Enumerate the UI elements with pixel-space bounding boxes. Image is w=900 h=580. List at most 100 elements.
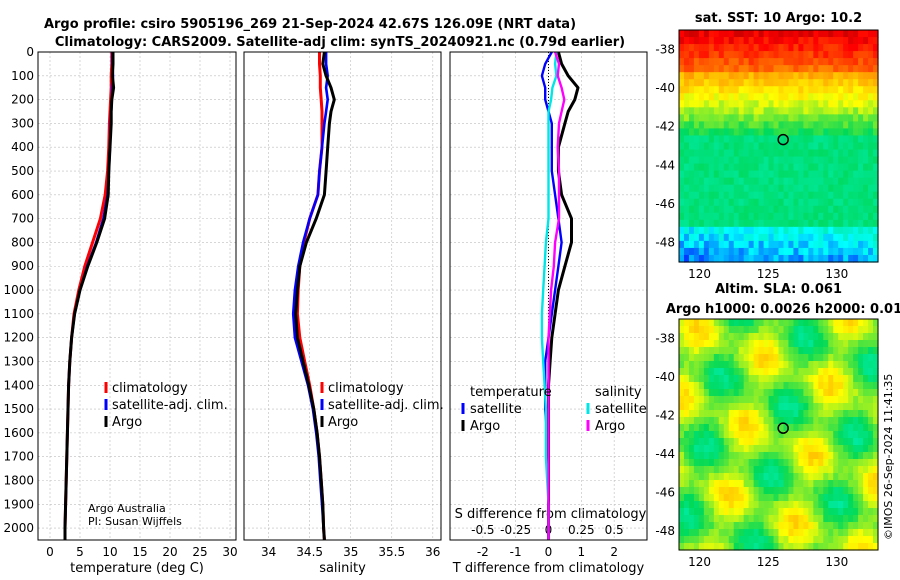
map-cell [793, 198, 799, 207]
map-cell [718, 205, 725, 214]
map-cell [803, 65, 809, 73]
map-cell [828, 431, 834, 439]
map-cell [718, 149, 725, 158]
map-cell [693, 515, 700, 523]
map-cell [858, 114, 864, 122]
map-cell [858, 233, 864, 242]
map-cell [753, 226, 760, 235]
imos-watermark: ©IMOS 26-Sep-2024 11:41:35 [882, 374, 895, 540]
map-cell [713, 114, 720, 122]
map-cell [708, 361, 715, 369]
map-cell [748, 135, 755, 144]
map-cell [803, 247, 809, 256]
map-cell [853, 389, 859, 397]
map-cell [828, 254, 834, 263]
map-cell [738, 107, 745, 115]
map-cell [758, 389, 765, 397]
map-cell [688, 93, 695, 101]
map-cell [818, 347, 824, 355]
map-cell [698, 368, 705, 376]
map-cell [743, 114, 750, 122]
map-cell [808, 156, 814, 165]
map-cell [788, 466, 795, 474]
map-cell [683, 51, 690, 59]
map-cell [693, 354, 700, 362]
map-cell [843, 522, 849, 530]
map-cell [743, 389, 750, 397]
map-cell [698, 508, 705, 516]
map-cell [713, 417, 720, 425]
map-cell [788, 410, 795, 418]
map-cell [743, 156, 750, 165]
map-cell [763, 480, 770, 488]
map-cell [763, 473, 770, 481]
map-cell [683, 466, 690, 474]
map-cell [773, 184, 780, 193]
map-cell [738, 254, 745, 263]
map-cell [723, 494, 730, 502]
map-cell [693, 501, 700, 509]
map-cell [848, 515, 854, 523]
map-cell [713, 445, 720, 453]
map-cell [698, 522, 705, 530]
map-cell [823, 212, 829, 221]
map-cell [778, 536, 785, 544]
map-cell [853, 65, 859, 73]
map-cell [783, 51, 790, 59]
map-cell [708, 438, 715, 446]
map-cell [713, 389, 720, 397]
map-cell [793, 522, 799, 530]
map-cell [723, 135, 730, 144]
map-cell [863, 219, 869, 228]
map-cell [738, 156, 745, 165]
map-cell [788, 473, 795, 481]
map-cell [823, 121, 829, 130]
map-cell [743, 177, 750, 186]
map-cell [828, 536, 834, 544]
map-cell [833, 247, 839, 256]
map-cell [808, 494, 814, 502]
x-tick-label: 0 [545, 545, 553, 559]
map-cell [758, 114, 765, 122]
map-cell [863, 121, 869, 130]
map-cell [868, 128, 874, 137]
map-cell [843, 128, 849, 137]
map-cell [748, 198, 755, 207]
map-cell [813, 473, 819, 481]
map-cell [813, 529, 819, 537]
map-cell [853, 177, 859, 186]
map-cell [858, 375, 864, 383]
map-cell [798, 72, 804, 80]
map-cell [743, 128, 750, 137]
map-cell [723, 529, 730, 537]
map-cell [728, 254, 735, 263]
map-cell [783, 368, 790, 376]
y-tick-label: 1200 [3, 331, 34, 345]
map-cell [813, 30, 819, 38]
map-cell [793, 170, 799, 179]
map-cell [803, 340, 809, 348]
map-cell [708, 37, 715, 45]
map-cell [873, 51, 879, 59]
map-cell [788, 177, 795, 186]
map-cell [738, 44, 745, 52]
map-cell [863, 340, 869, 348]
map-cell [778, 72, 785, 80]
map-cell [708, 340, 715, 348]
map-cell [798, 128, 804, 137]
y-tick-label: 1900 [3, 497, 34, 511]
map-cell [783, 466, 790, 474]
map-cell [778, 51, 785, 59]
map-cell [679, 170, 685, 179]
map-cell [733, 51, 740, 59]
map-cell [778, 354, 785, 362]
map-cell [679, 177, 685, 186]
map-cell [858, 459, 864, 467]
map-cell [873, 522, 879, 530]
map-cell [763, 508, 770, 516]
map-cell [743, 536, 750, 544]
map-cell [833, 107, 839, 115]
map-cell [783, 445, 790, 453]
map-cell [853, 240, 859, 249]
map-cell [703, 142, 710, 151]
